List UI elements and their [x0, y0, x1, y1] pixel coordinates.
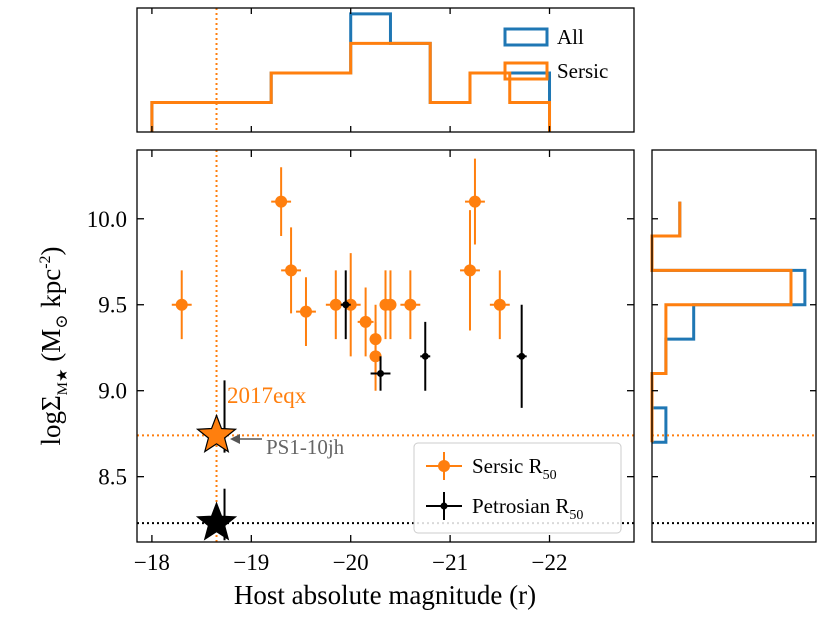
main-scatter-panel: −18 −19 −20 −21 −22 8.5 9.0 9.5 10.0 2017eqx PS1…	[36, 149, 635, 610]
point-marker	[384, 298, 397, 311]
point-marker	[342, 301, 350, 309]
data-point-sersic	[357, 287, 374, 357]
legend-swatch-sersic	[503, 61, 549, 81]
legend-marker-sersic	[426, 452, 462, 480]
ps1-10jh-arrow	[230, 434, 262, 444]
x-tick-label: −19	[233, 550, 269, 575]
right-bin-all	[652, 305, 694, 339]
top-bin-all	[390, 43, 430, 132]
top-bin-sersic	[390, 43, 430, 132]
point-marker	[369, 350, 382, 363]
legend-swatch-all	[503, 27, 549, 47]
point-marker	[404, 298, 417, 311]
legend-label-petrosian-r50: Petrosian R50	[472, 494, 583, 523]
data-point-petrosian	[420, 321, 431, 391]
point-marker	[175, 298, 188, 311]
star-marker	[195, 501, 238, 541]
data-point-sersic	[400, 270, 421, 340]
star-2017eqx-petrosian	[195, 488, 238, 541]
top-bin-all	[470, 73, 510, 132]
point-marker	[468, 195, 481, 208]
point-marker	[493, 298, 506, 311]
top-bin-all	[311, 73, 351, 132]
top-bin-sersic	[152, 102, 192, 132]
top-bin-all	[192, 102, 232, 132]
point-marker	[329, 298, 342, 311]
legend-label-sersic-r50: Sersic R50	[472, 454, 557, 483]
right-bin-all	[652, 339, 666, 373]
point-marker	[359, 315, 372, 328]
star-2017eqx	[195, 380, 238, 453]
top-legend: All Sersic	[503, 25, 608, 83]
top-bin-all	[271, 73, 311, 132]
right-bin-all	[652, 408, 666, 442]
data-point-petrosian	[516, 304, 527, 408]
data-point-petrosian	[370, 356, 391, 391]
right-histogram-all	[650, 201, 807, 444]
y-axis-label: logΣM★ (M⊙ kpc-2)	[36, 246, 71, 445]
top-bin-all	[152, 102, 192, 132]
top-bin-sersic	[192, 102, 232, 132]
right-panel-frame	[651, 149, 817, 543]
y-tick-label: 9.0	[98, 379, 127, 404]
data-point-sersic	[171, 270, 192, 340]
top-bin-sersic	[351, 43, 391, 132]
data-point-sersic	[384, 270, 397, 340]
top-panel-frame	[136, 7, 635, 133]
data-point-sersic	[281, 227, 302, 314]
data-point-petrosian	[340, 270, 351, 340]
x-tick-label: −22	[532, 550, 568, 575]
data-point-sersic	[369, 321, 382, 391]
legend-box	[413, 442, 622, 534]
point-marker	[285, 264, 298, 277]
data-point-sersic	[271, 167, 292, 236]
star-marker	[195, 413, 238, 453]
x-tick-label: −21	[432, 550, 468, 575]
point-marker	[275, 195, 288, 208]
main-panel-frame	[136, 149, 635, 543]
data-point-sersic	[460, 210, 480, 331]
top-bin-sersic	[510, 102, 550, 132]
point-marker	[299, 305, 312, 318]
point-marker	[463, 264, 476, 277]
right-histogram-panel	[650, 149, 817, 543]
top-bin-sersic	[470, 73, 510, 132]
data-point-sersic	[465, 158, 485, 245]
point-marker	[421, 352, 429, 360]
y-tick-label: 10.0	[87, 207, 127, 232]
point-marker	[377, 370, 385, 378]
data-point-sersic	[296, 277, 316, 346]
data-point-sersic	[489, 270, 510, 340]
y-tick-label: 9.5	[98, 293, 127, 318]
top-bin-all	[351, 14, 391, 132]
x-tick-label: −20	[333, 550, 369, 575]
point-marker	[518, 352, 526, 360]
right-bin-sersic	[652, 339, 666, 373]
main-legend: Sersic R50 Petrosian R50	[413, 442, 622, 534]
legend-label-all: All	[557, 25, 584, 49]
top-bin-sersic	[311, 73, 351, 132]
x-axis-label: Host absolute magnitude (r)	[234, 580, 536, 610]
top-bin-sersic	[271, 73, 311, 132]
x-tick-label: −18	[134, 550, 170, 575]
top-histogram-sersic	[150, 41, 552, 132]
top-histogram-panel: All Sersic	[136, 7, 635, 133]
right-histogram-sersic	[650, 201, 793, 443]
right-bin-sersic	[652, 270, 791, 304]
right-bin-sersic	[652, 305, 666, 339]
right-bin-all	[652, 270, 805, 304]
annotation-ps1-10jh: PS1-10jh	[266, 435, 345, 459]
legend-marker-petrosian	[426, 492, 462, 520]
legend-label-sersic: Sersic	[557, 59, 608, 83]
y-tick-label: 8.5	[98, 465, 127, 490]
sn-label-2017eqx: 2017eqx	[227, 383, 307, 408]
